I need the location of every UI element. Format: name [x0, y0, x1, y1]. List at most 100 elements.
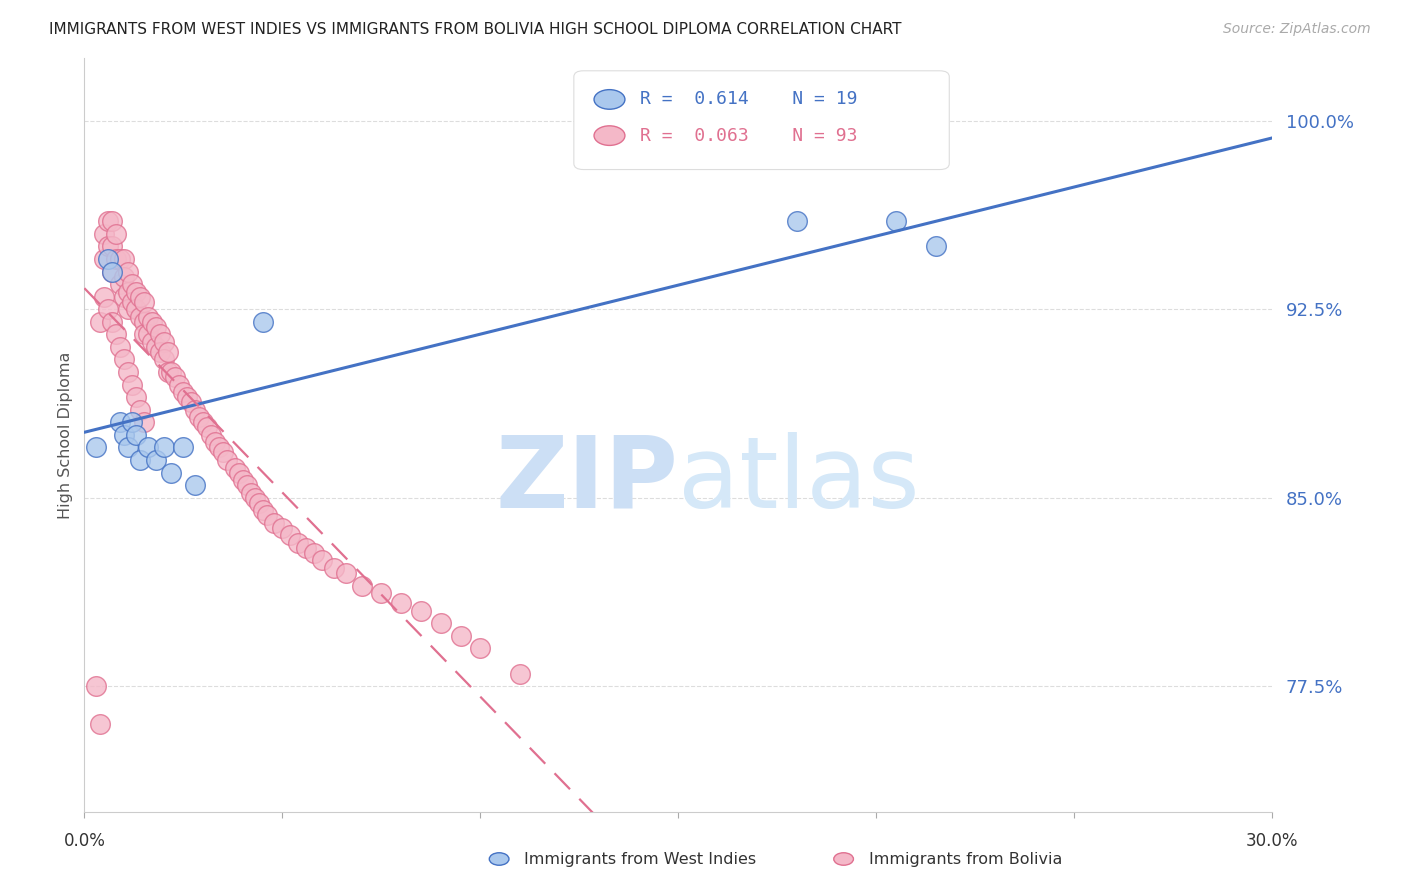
Point	[278, 528, 301, 542]
Point	[97, 239, 120, 253]
Point	[84, 679, 107, 693]
Point	[128, 453, 150, 467]
Point	[132, 415, 155, 429]
Point	[121, 294, 143, 309]
Point	[136, 327, 159, 342]
Point	[112, 352, 135, 367]
Point	[108, 277, 131, 291]
Point	[925, 239, 948, 253]
Point	[128, 402, 150, 417]
Point	[145, 319, 167, 334]
Text: R =  0.063    N = 93: R = 0.063 N = 93	[640, 127, 858, 145]
Point	[112, 427, 135, 442]
Point	[302, 546, 325, 560]
Point	[191, 415, 215, 429]
Point	[89, 716, 111, 731]
Point	[509, 666, 531, 681]
Point	[169, 377, 191, 392]
Point	[252, 315, 274, 329]
Point	[184, 478, 207, 492]
Point	[145, 453, 167, 467]
Point	[84, 441, 107, 455]
Point	[149, 345, 172, 359]
Point	[184, 402, 207, 417]
Text: ZIP: ZIP	[495, 432, 679, 529]
Point	[108, 415, 131, 429]
Point	[235, 478, 257, 492]
Point	[112, 290, 135, 304]
Point	[105, 227, 128, 241]
Point	[271, 521, 294, 535]
Point	[125, 302, 148, 317]
Point	[117, 302, 139, 317]
Text: R =  0.614    N = 19: R = 0.614 N = 19	[640, 90, 858, 109]
Point	[101, 214, 124, 228]
Point	[450, 629, 472, 643]
Point	[239, 485, 262, 500]
Point	[105, 252, 128, 266]
Point	[204, 435, 226, 450]
Point	[108, 252, 131, 266]
Point	[125, 390, 148, 404]
Point	[232, 473, 254, 487]
Point	[112, 269, 135, 284]
Point	[160, 466, 183, 480]
Point	[884, 214, 907, 228]
Point	[180, 395, 202, 409]
Point	[188, 410, 211, 425]
Point	[200, 427, 222, 442]
Point	[165, 370, 187, 384]
Point	[172, 441, 194, 455]
Point	[97, 302, 120, 317]
Text: 0.0%: 0.0%	[63, 832, 105, 850]
Point	[112, 252, 135, 266]
Point	[132, 315, 155, 329]
Point	[125, 285, 148, 299]
Text: 30.0%: 30.0%	[1246, 832, 1299, 850]
Point	[256, 508, 278, 523]
Point	[389, 596, 412, 610]
Point	[430, 616, 453, 631]
Point	[93, 252, 115, 266]
Point	[108, 340, 131, 354]
Point	[149, 327, 172, 342]
Point	[215, 453, 238, 467]
Point	[117, 285, 139, 299]
Point	[212, 445, 235, 459]
Point	[247, 496, 270, 510]
Text: Source: ZipAtlas.com: Source: ZipAtlas.com	[1223, 22, 1371, 37]
Point	[156, 345, 179, 359]
Point	[93, 290, 115, 304]
Point	[132, 294, 155, 309]
Text: atlas: atlas	[679, 432, 920, 529]
Point	[152, 334, 174, 349]
Point	[145, 340, 167, 354]
Point	[335, 566, 357, 580]
Point	[263, 516, 285, 530]
Point	[287, 536, 309, 550]
Point	[141, 315, 163, 329]
Point	[97, 214, 120, 228]
Point	[295, 541, 318, 555]
Point	[105, 327, 128, 342]
Point	[121, 415, 143, 429]
Point	[786, 214, 808, 228]
Point	[117, 264, 139, 278]
Point	[101, 264, 124, 278]
Point	[93, 227, 115, 241]
Point	[101, 315, 124, 329]
Point	[409, 604, 432, 618]
Point	[128, 290, 150, 304]
Point	[156, 365, 179, 379]
Point	[470, 641, 492, 656]
Point	[141, 334, 163, 349]
Point	[117, 441, 139, 455]
Point	[152, 352, 174, 367]
Point	[121, 377, 143, 392]
Point	[97, 252, 120, 266]
Point	[176, 390, 198, 404]
Point	[125, 427, 148, 442]
Point	[224, 460, 246, 475]
Point	[370, 586, 392, 600]
Point	[252, 503, 274, 517]
